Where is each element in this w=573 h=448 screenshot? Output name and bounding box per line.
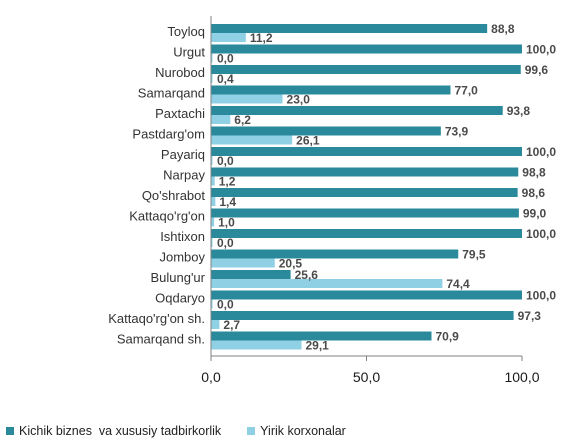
bar-series-1 [211, 106, 503, 115]
bar-series-2 [211, 135, 293, 145]
bar-series-2 [211, 176, 215, 186]
bar-series-1 [211, 249, 459, 259]
value-label-series-2: 0,0 [217, 52, 234, 66]
bar-series-2 [211, 279, 443, 288]
category-label: Ishtixon [160, 229, 205, 244]
x-tick-label: 50,0 [353, 369, 380, 385]
bar-series-1 [211, 331, 432, 341]
legend-item-series-1: Kichik biznes va xususiy tadbirkorlik [6, 424, 221, 438]
value-label-series-1: 79,5 [462, 248, 486, 262]
bar-series-1 [211, 85, 451, 95]
value-label-series-1: 100,0 [526, 289, 556, 303]
bar-chart: Toyloq 88,8 11,2 Urgut 100,0 0,0 Nurobod 99,6 0,… [108, 16, 556, 385]
category-label: Samarqand [138, 86, 205, 101]
value-label-series-2: 26,1 [296, 134, 320, 148]
value-label-series-2: 29,1 [306, 339, 330, 353]
legend-label-series-1: Kichik biznes va xususiy tadbirkorlik [19, 424, 222, 438]
value-label-series-2: 74,4 [446, 277, 470, 291]
category-label: Narpay [163, 168, 205, 183]
category-label: Samarqand sh. [117, 332, 205, 347]
bar-series-2 [211, 217, 215, 227]
bar-series-2 [211, 258, 275, 268]
x-tick-label: 0,0 [201, 369, 221, 385]
value-label-series-1: 88,8 [491, 22, 515, 36]
value-label-series-1: 77,0 [454, 84, 478, 98]
value-label-series-2: 1,2 [219, 175, 236, 189]
category-label: Oqdaryo [155, 291, 205, 306]
value-label-series-1: 98,8 [522, 166, 546, 180]
value-label-series-1: 100,0 [526, 43, 556, 57]
value-label-series-1: 99,0 [523, 207, 547, 221]
bar-series-1 [211, 167, 519, 177]
category-label: Urgut [173, 45, 205, 60]
bar-series-2 [211, 115, 231, 124]
legend-swatch-series-2 [247, 427, 256, 435]
value-label-series-1: 100,0 [526, 145, 556, 159]
legend-label-series-2: Yirik korxonalar [260, 424, 346, 438]
category-label: Kattaqo'rg'on sh. [108, 311, 205, 326]
bar-series-2 [211, 299, 213, 309]
value-label-series-1: 25,6 [295, 268, 319, 282]
value-label-series-2: 2,7 [223, 318, 240, 332]
legend-swatch-series-1 [6, 427, 14, 435]
bar-series-2 [211, 94, 283, 104]
bar-series-1 [211, 44, 522, 54]
value-label-series-1: 73,9 [445, 125, 469, 139]
value-label-series-1: 97,3 [518, 309, 542, 323]
bar-series-1 [211, 65, 521, 74]
bar-series-2 [211, 320, 220, 329]
value-label-series-2: 0,4 [217, 72, 234, 86]
bar-series-2 [211, 197, 216, 206]
value-label-series-2: 0,0 [217, 298, 234, 312]
category-label: Payariq [161, 147, 205, 162]
value-label-series-1: 99,6 [525, 63, 549, 77]
value-label-series-1: 70,9 [435, 330, 459, 344]
legend: Kichik biznes va xususiy tadbirkorlik Yi… [6, 424, 372, 438]
bar-series-2 [211, 238, 213, 247]
value-label-series-2: 23,0 [287, 93, 311, 107]
x-tick-label: 100,0 [504, 369, 539, 385]
bar-series-1 [211, 311, 514, 320]
plot-area: Toyloq 88,8 11,2 Urgut 100,0 0,0 Nurobod 99,6 0,… [108, 16, 556, 385]
bar-series-1 [211, 208, 519, 218]
value-label-series-2: 1,0 [218, 216, 235, 230]
bar-series-1 [211, 147, 522, 156]
category-label: Pastdarg'om [132, 127, 205, 142]
bar-series-2 [211, 33, 246, 42]
bar-series-1 [211, 188, 518, 197]
bar-series-1 [211, 270, 291, 279]
value-label-series-2: 0,0 [217, 154, 234, 168]
legend-item-series-2: Yirik korxonalar [247, 424, 346, 438]
category-label: Paxtachi [155, 106, 205, 121]
category-label: Bulung'ur [150, 270, 205, 285]
value-label-series-2: 1,4 [219, 195, 236, 209]
category-label: Nurobod [155, 65, 205, 80]
bar-series-1 [211, 290, 522, 300]
value-label-series-2: 0,0 [217, 236, 234, 250]
value-label-series-2: 6,2 [234, 113, 251, 127]
bar-series-1 [211, 24, 488, 33]
bar-series-1 [211, 229, 522, 238]
value-label-series-1: 93,8 [507, 104, 531, 118]
bar-series-2 [211, 74, 213, 83]
value-label-series-2: 11,2 [250, 31, 273, 45]
category-label: Toyloq [167, 24, 205, 39]
bar-series-2 [211, 53, 213, 63]
category-label: Jomboy [159, 250, 205, 265]
category-label: Qo'shrabot [142, 188, 206, 203]
category-label: Kattaqo'rg'on [129, 209, 205, 224]
value-label-series-2: 20,5 [279, 257, 303, 271]
bar-series-1 [211, 126, 441, 136]
bar-series-2 [211, 340, 302, 350]
value-label-series-1: 100,0 [526, 227, 556, 241]
value-label-series-1: 98,6 [522, 186, 546, 200]
bar-series-2 [211, 156, 213, 165]
